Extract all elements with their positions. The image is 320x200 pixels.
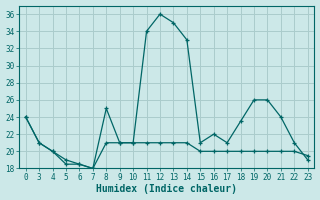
X-axis label: Humidex (Indice chaleur): Humidex (Indice chaleur): [96, 184, 237, 194]
